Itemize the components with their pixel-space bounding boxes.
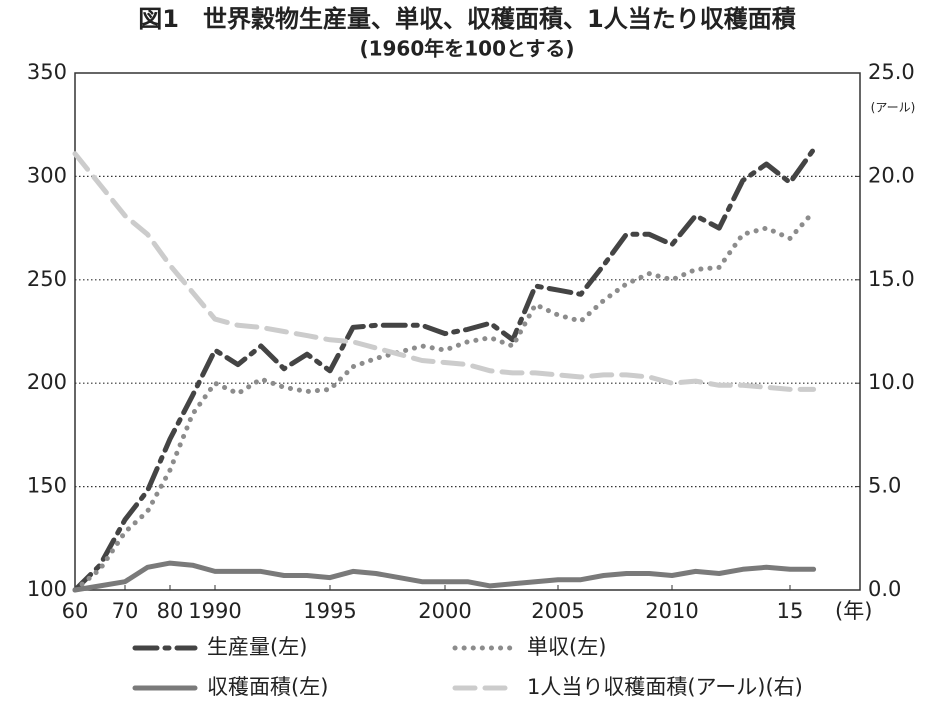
series-line (72, 151, 817, 392)
y-tick-label: 200 (27, 370, 67, 394)
legend-label: 収穫面積(左) (207, 675, 328, 699)
y-tick-label: 350 (27, 60, 67, 84)
y2-tick-label: 5.0 (868, 474, 901, 498)
x-tick-label: 1995 (303, 599, 356, 623)
y2-tick-label: 25.0 (868, 60, 915, 84)
series-line (72, 560, 817, 593)
x-tick-label: 2000 (418, 599, 471, 623)
x-tick-label: 60 (62, 599, 89, 623)
y2-tick-label: 15.0 (868, 267, 915, 291)
y2-axis-label: (アール) (871, 101, 916, 115)
y-tick-label: 150 (27, 474, 67, 498)
y-tick-label: 300 (27, 163, 67, 187)
y-tick-label: 250 (27, 267, 67, 291)
chart-subtitle: (1960年を100とする) (359, 37, 574, 61)
x-tick-label: 80 (157, 599, 184, 623)
y-tick-label: 100 (27, 577, 67, 601)
x-tick-label: 15 (777, 599, 804, 623)
series-line (72, 147, 817, 593)
legend-label: 単収(左) (527, 635, 606, 659)
x-axis-label: (年) (835, 599, 872, 623)
chart-title: 図1 世界穀物生産量、単収、収穫面積、1人当たり収穫面積 (138, 5, 795, 33)
y2-tick-label: 20.0 (868, 163, 915, 187)
legend-label: 1人当り収穫面積(アール)(右) (527, 675, 803, 699)
legend-label: 生産量(左) (207, 635, 307, 659)
plot-frame (74, 72, 861, 591)
x-tick-label: 1990 (188, 599, 241, 623)
y2-tick-label: 10.0 (868, 370, 915, 394)
x-tick-label: 2010 (645, 599, 698, 623)
x-tick-label: 2005 (531, 599, 584, 623)
y2-tick-label: 0.0 (868, 577, 901, 601)
x-tick-label: 70 (112, 599, 139, 623)
series-line (72, 209, 817, 593)
